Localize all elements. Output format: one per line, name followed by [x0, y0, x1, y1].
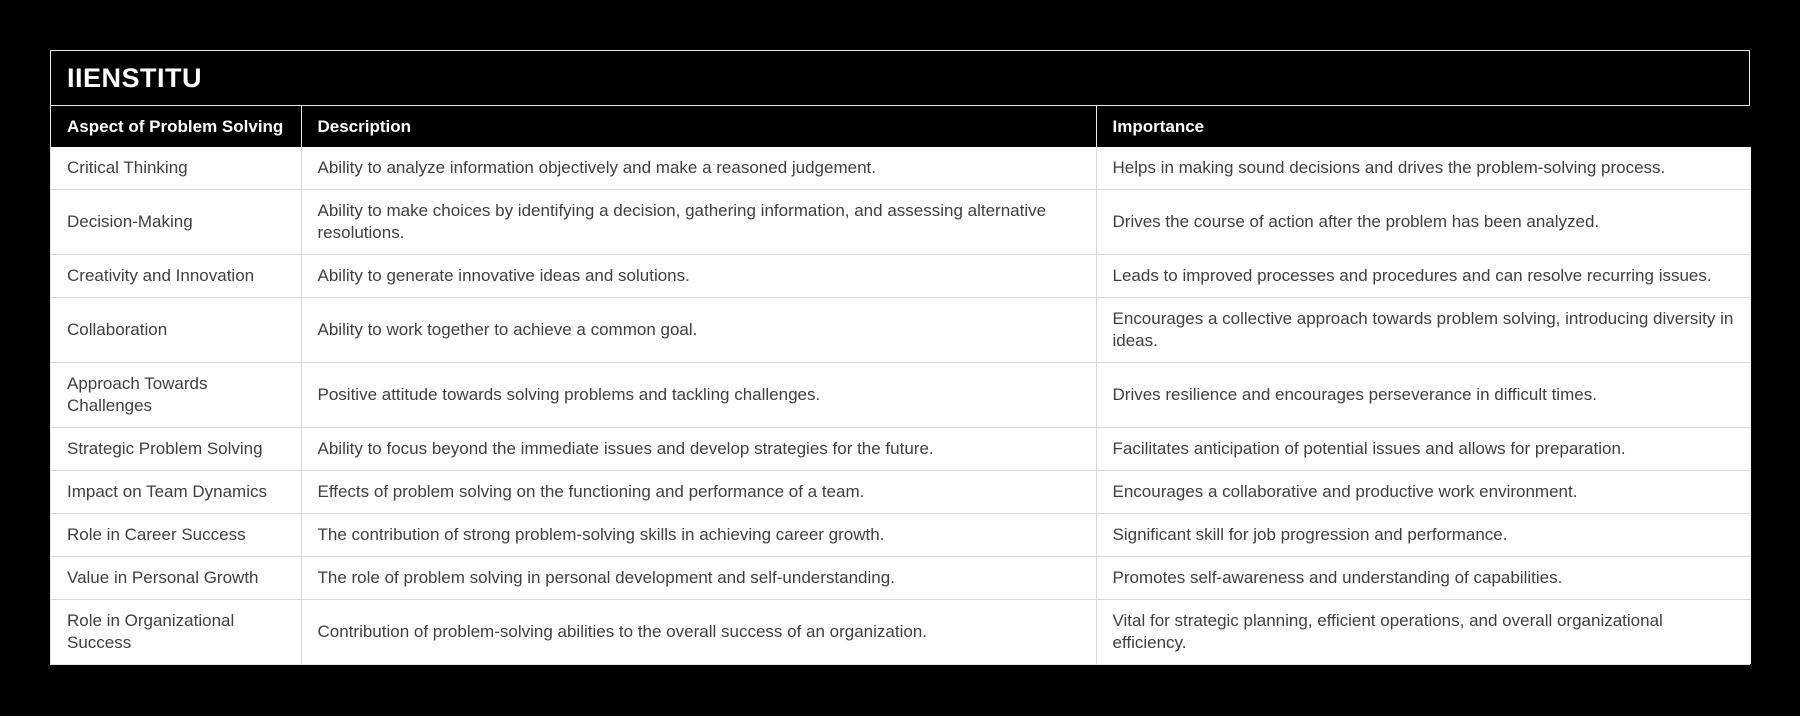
- table-card: IIENSTITU Aspect of Problem Solving Desc…: [50, 50, 1751, 665]
- cell-importance: Encourages a collective approach towards…: [1095, 297, 1751, 363]
- cell-importance: Drives the course of action after the pr…: [1095, 189, 1751, 255]
- table-row: Role in Organizational Success Contributi…: [51, 599, 1751, 664]
- table-row: Creativity and Innovation Ability to gene…: [51, 254, 1751, 298]
- table-row: Approach Towards Challenges Positive atti…: [51, 362, 1751, 428]
- cell-description: Positive attitude towards solving proble…: [300, 362, 1096, 428]
- cell-importance: Vital for strategic planning, efficient …: [1095, 599, 1751, 664]
- cell-description: Ability to focus beyond the immediate is…: [300, 427, 1096, 471]
- cell-importance: Significant skill for job progression an…: [1095, 513, 1751, 557]
- cell-importance: Encourages a collaborative and productiv…: [1095, 470, 1751, 514]
- cell-description: Ability to generate innovative ideas and…: [300, 254, 1096, 298]
- cell-description: Ability to work together to achieve a co…: [300, 297, 1096, 363]
- table-row: Value in Personal Growth The role of prob…: [51, 556, 1751, 600]
- cell-importance: Facilitates anticipation of potential is…: [1095, 427, 1751, 471]
- cell-importance: Promotes self-awareness and understandin…: [1095, 556, 1751, 600]
- problem-solving-table: Aspect of Problem Solving Description Im…: [51, 106, 1751, 664]
- cell-aspect: Critical Thinking: [51, 147, 301, 190]
- table-row: Role in Career Success The contribution o…: [51, 513, 1751, 557]
- cell-description: The role of problem solving in personal …: [300, 556, 1096, 600]
- table-row: Strategic Problem Solving Ability to focu…: [51, 427, 1751, 471]
- column-header-description: Description: [300, 106, 1096, 147]
- cell-aspect: Decision-Making: [51, 189, 301, 255]
- cell-importance: Drives resilience and encourages perseve…: [1095, 362, 1751, 428]
- cell-description: Ability to analyze information objective…: [300, 147, 1096, 190]
- table-row: Collaboration Ability to work together to…: [51, 297, 1751, 363]
- column-header-importance: Importance: [1095, 106, 1751, 147]
- brand-title: IIENSTITU: [51, 51, 1749, 106]
- cell-aspect: Creativity and Innovation: [51, 254, 301, 298]
- cell-description: Effects of problem solving on the functi…: [300, 470, 1096, 514]
- table-row: Decision-Making Ability to make choices b…: [51, 189, 1751, 255]
- cell-importance: Helps in making sound decisions and driv…: [1095, 147, 1751, 190]
- cell-aspect: Role in Organizational Success: [51, 599, 301, 664]
- cell-aspect: Strategic Problem Solving: [51, 427, 301, 471]
- cell-description: The contribution of strong problem-solvi…: [300, 513, 1096, 557]
- header-row: Aspect of Problem Solving Description Im…: [51, 106, 1751, 147]
- cell-aspect: Impact on Team Dynamics: [51, 470, 301, 514]
- cell-aspect: Collaboration: [51, 297, 301, 363]
- table-body: Critical Thinking Ability to analyze info…: [51, 147, 1751, 664]
- table-row: Critical Thinking Ability to analyze info…: [51, 147, 1751, 190]
- cell-aspect: Value in Personal Growth: [51, 556, 301, 600]
- cell-importance: Leads to improved processes and procedur…: [1095, 254, 1751, 298]
- column-header-aspect: Aspect of Problem Solving: [51, 106, 301, 147]
- cell-aspect: Role in Career Success: [51, 513, 301, 557]
- table-row: Impact on Team Dynamics Effects of proble…: [51, 470, 1751, 514]
- cell-description: Ability to make choices by identifying a…: [300, 189, 1096, 255]
- cell-aspect: Approach Towards Challenges: [51, 362, 301, 428]
- cell-description: Contribution of problem-solving abilitie…: [300, 599, 1096, 664]
